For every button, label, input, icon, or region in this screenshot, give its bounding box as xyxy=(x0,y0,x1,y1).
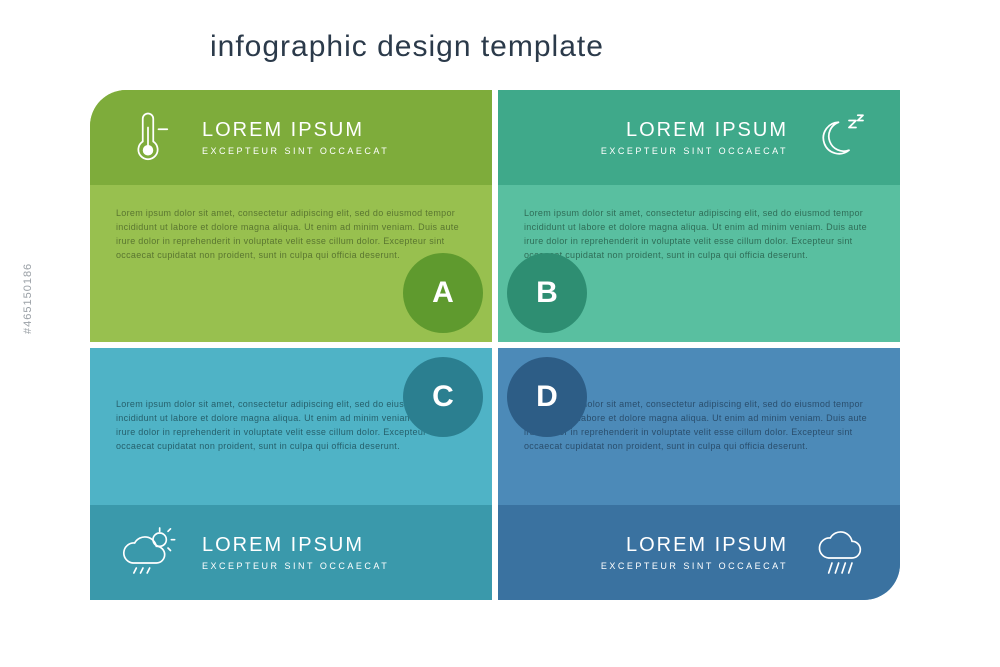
card-a: LOREM IPSUM EXCEPTEUR SINT OCCAECAT Lore… xyxy=(90,90,492,342)
card-b: LOREM IPSUM EXCEPTEUR SINT OCCAECAT Lore… xyxy=(498,90,900,342)
card-d-strip: LOREM IPSUM EXCEPTEUR SINT OCCAECAT xyxy=(498,505,900,600)
card-c-body: Lorem ipsum dolor sit amet, consectetur … xyxy=(90,348,492,505)
card-b-title: LOREM IPSUM xyxy=(524,119,788,142)
card-c: LOREM IPSUM EXCEPTEUR SINT OCCAECAT Lore… xyxy=(90,348,492,600)
card-d: LOREM IPSUM EXCEPTEUR SINT OCCAECAT Lore… xyxy=(498,348,900,600)
card-c-subtitle: EXCEPTEUR SINT OCCAECAT xyxy=(202,561,466,571)
card-grid: LOREM IPSUM EXCEPTEUR SINT OCCAECAT Lore… xyxy=(90,90,900,600)
card-a-title: LOREM IPSUM xyxy=(202,119,466,142)
card-a-body: Lorem ipsum dolor sit amet, consectetur … xyxy=(90,185,492,342)
card-b-strip: LOREM IPSUM EXCEPTEUR SINT OCCAECAT xyxy=(498,90,900,185)
card-b-subtitle: EXCEPTEUR SINT OCCAECAT xyxy=(524,146,788,156)
card-b-body: Lorem ipsum dolor sit amet, consectetur … xyxy=(498,185,900,342)
card-d-subtitle: EXCEPTEUR SINT OCCAECAT xyxy=(524,561,788,571)
thermometer-icon xyxy=(116,106,180,170)
card-a-strip: LOREM IPSUM EXCEPTEUR SINT OCCAECAT xyxy=(90,90,492,185)
watermark: #465150186 xyxy=(22,262,34,333)
cloud-rain-icon xyxy=(810,521,874,585)
page-title: infographic design template xyxy=(210,30,604,64)
card-c-strip: LOREM IPSUM EXCEPTEUR SINT OCCAECAT xyxy=(90,505,492,600)
cloud-sun-rain-icon xyxy=(116,521,180,585)
moon-sleep-icon xyxy=(810,106,874,170)
card-c-title: LOREM IPSUM xyxy=(202,534,466,557)
card-a-subtitle: EXCEPTEUR SINT OCCAECAT xyxy=(202,146,466,156)
card-d-body: Lorem ipsum dolor sit amet, consectetur … xyxy=(498,348,900,505)
card-d-title: LOREM IPSUM xyxy=(524,534,788,557)
